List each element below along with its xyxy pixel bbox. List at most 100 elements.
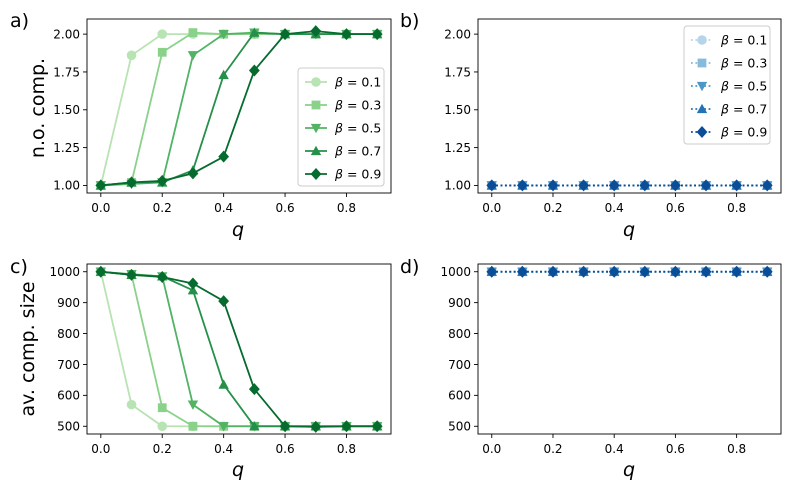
- data-point: [731, 179, 743, 192]
- legend-label: β = 0.3: [334, 98, 381, 113]
- series-5: [95, 265, 383, 433]
- legend-item: β = 0.3: [305, 98, 381, 113]
- legend-label-value: = 0.7: [729, 102, 767, 117]
- data-point: [700, 265, 712, 278]
- data-point: [218, 379, 229, 389]
- legend-label: β = 0.9: [334, 167, 381, 182]
- data-point: [126, 50, 137, 61]
- legend-item: β = 0.1: [691, 33, 767, 48]
- y-tick-label: 800: [57, 327, 80, 341]
- data-point: [639, 265, 651, 278]
- y-tick-label: 700: [448, 358, 471, 372]
- y-tick-label: 1000: [440, 265, 471, 279]
- legend-label-value: = 0.1: [343, 75, 381, 90]
- data-point: [608, 265, 620, 278]
- legend-label-value: = 0.5: [729, 79, 767, 94]
- data-point: [516, 179, 528, 192]
- legend-label-symbol: β: [720, 79, 729, 94]
- data-point: [639, 179, 651, 192]
- data-point: [670, 179, 681, 192]
- legend-label-symbol: β: [720, 125, 729, 140]
- x-tick-label: 0.8: [337, 442, 356, 456]
- data-point: [218, 29, 229, 40]
- x-axis-label: q: [623, 459, 635, 481]
- axes-frame: [477, 18, 782, 194]
- series-5: [486, 265, 773, 278]
- data-point: [95, 179, 107, 192]
- legend-label: β = 0.1: [720, 33, 767, 48]
- y-tick-label: 600: [57, 389, 80, 403]
- axes-frame: [477, 263, 782, 435]
- data-point: [761, 265, 773, 278]
- legend-marker: [311, 100, 321, 110]
- x-tick-label: 0.0: [482, 201, 501, 215]
- data-point: [218, 295, 230, 308]
- legend-label: β = 0.7: [334, 144, 381, 159]
- legend-label-value: = 0.5: [343, 121, 381, 136]
- data-point: [310, 420, 322, 433]
- y-tick-label: 900: [57, 296, 80, 310]
- x-tick-label: 0.2: [153, 201, 172, 215]
- legend-marker: [696, 103, 708, 114]
- plot-area: [95, 265, 383, 433]
- y-tick-label: 2.00: [53, 27, 80, 41]
- legend-label-value: = 0.7: [343, 144, 381, 159]
- x-axis-label: q: [232, 219, 244, 241]
- legend-item: β = 0.1: [305, 75, 381, 90]
- legend-frame: [297, 67, 385, 187]
- x-tick-label: 0.0: [91, 442, 110, 456]
- legend-label: β = 0.1: [334, 75, 381, 90]
- x-tick-label: 0.6: [276, 201, 295, 215]
- data-point: [341, 420, 352, 433]
- plot-area: [486, 265, 773, 278]
- legend-label-symbol: β: [334, 121, 343, 136]
- legend-label-value: = 0.1: [729, 33, 767, 48]
- data-point: [187, 277, 199, 290]
- data-point: [187, 400, 199, 410]
- legend-label-symbol: β: [334, 75, 343, 90]
- y-tick-label: 800: [448, 327, 471, 341]
- y-tick-label: 1.50: [444, 103, 471, 117]
- series-line: [100, 270, 378, 428]
- data-point: [371, 28, 383, 41]
- axes-frame: [86, 263, 392, 435]
- data-point: [486, 179, 498, 192]
- data-point: [95, 265, 107, 278]
- data-point: [670, 265, 681, 278]
- legend-label-symbol: β: [334, 144, 343, 159]
- x-tick-label: 0.4: [214, 201, 233, 215]
- data-point: [126, 176, 137, 189]
- x-tick-label: 0.2: [543, 442, 562, 456]
- y-tick-label: 1.25: [444, 141, 471, 155]
- legend-item: β = 0.7: [691, 102, 767, 117]
- legend-label-symbol: β: [334, 98, 343, 113]
- legend: β = 0.1β = 0.3β = 0.5β = 0.7β = 0.9: [683, 25, 771, 145]
- data-point: [248, 64, 260, 77]
- data-point: [157, 403, 167, 413]
- legend-label-symbol: β: [720, 102, 729, 117]
- y-axis-label: av. comp. size: [17, 281, 39, 416]
- series-line: [100, 270, 378, 428]
- series-line: [100, 270, 378, 428]
- data-point: [157, 421, 168, 432]
- x-axis-label: q: [623, 219, 635, 241]
- data-point: [249, 421, 260, 431]
- legend-marker: [696, 81, 708, 92]
- legend-label-symbol: β: [720, 56, 729, 71]
- x-tick-label: 0.0: [482, 442, 501, 456]
- x-tick-label: 0.6: [666, 442, 685, 456]
- y-tick-label: 1.50: [53, 103, 80, 117]
- legend-label-value: = 0.9: [729, 125, 767, 140]
- panel-label-c: c): [10, 256, 28, 278]
- legend: β = 0.1β = 0.3β = 0.5β = 0.7β = 0.9: [297, 67, 385, 187]
- x-tick-label: 0.8: [727, 442, 746, 456]
- y-tick-label: 1.75: [444, 65, 471, 79]
- y-tick-label: 2.00: [444, 27, 471, 41]
- legend-marker: [696, 126, 708, 138]
- data-point: [218, 69, 229, 80]
- data-point: [248, 383, 260, 396]
- plot-area: [486, 179, 773, 192]
- x-tick-label: 0.2: [153, 442, 172, 456]
- legend-item: β = 0.9: [691, 125, 767, 140]
